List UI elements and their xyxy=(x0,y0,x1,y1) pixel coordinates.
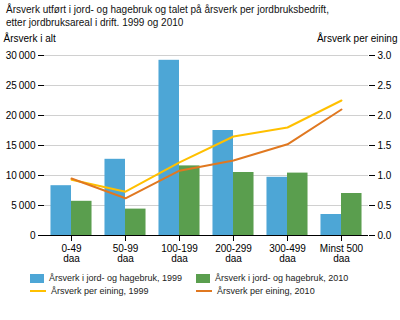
svg-text:3.0: 3.0 xyxy=(378,50,392,61)
svg-text:0.0: 0.0 xyxy=(378,230,392,241)
svg-text:25 000: 25 000 xyxy=(6,80,36,91)
svg-text:Årsverk i alt: Årsverk i alt xyxy=(4,32,56,44)
svg-text:20 000: 20 000 xyxy=(6,110,36,121)
svg-text:200-299daa: 200-299daa xyxy=(215,243,252,264)
svg-text:1.0: 1.0 xyxy=(378,170,392,181)
svg-text:10 000: 10 000 xyxy=(6,170,36,181)
html-text:Årsverk i jord- og hagebruk, 1: Årsverk i jord- og hagebruk, 1999 xyxy=(49,273,183,283)
svg-text:5 000: 5 000 xyxy=(11,200,36,211)
svg-text:30 000: 30 000 xyxy=(6,50,36,61)
svg-text:2.5: 2.5 xyxy=(378,80,392,91)
svg-text:300-499daa: 300-499daa xyxy=(269,243,306,264)
svg-text:0: 0 xyxy=(30,230,36,241)
html-text:Årsverk i jord- og hagebruk, 2: Årsverk i jord- og hagebruk, 2010 xyxy=(215,273,349,283)
svg-text:100-199daa: 100-199daa xyxy=(161,243,198,264)
svg-text:15 000: 15 000 xyxy=(6,140,36,151)
svg-text:2.0: 2.0 xyxy=(378,110,392,121)
html-text:Årsverk per eining, 1999: Årsverk per eining, 1999 xyxy=(51,286,149,296)
svg-text:1.5: 1.5 xyxy=(378,140,392,151)
svg-text:50-99daa: 50-99daa xyxy=(113,243,139,264)
html-text:Årsverk utført i jord- og hage: Årsverk utført i jord- og hagebruk og ta… xyxy=(6,4,329,28)
svg-text:0.5: 0.5 xyxy=(378,200,392,211)
svg-text:0-49daa: 0-49daa xyxy=(61,243,81,264)
svg-text:Årsverk per eining: Årsverk per eining xyxy=(317,32,398,44)
html-text:Årsverk per eining, 2010: Årsverk per eining, 2010 xyxy=(217,286,315,296)
svg-text:Minst 500daa: Minst 500daa xyxy=(320,243,364,264)
